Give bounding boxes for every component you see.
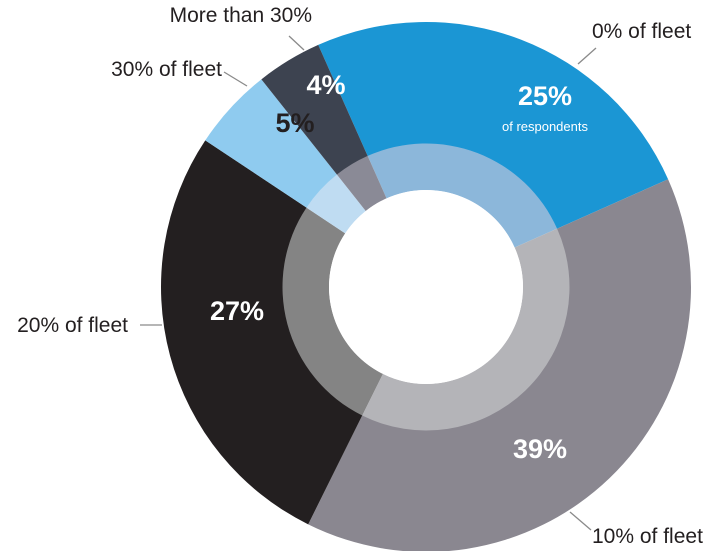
category-label-20pct-of-fleet: 20% of fleet [17,314,128,337]
inner-slice-more-than-30pct [336,155,387,211]
slice-30pct-of-fleet [205,79,338,208]
value-label-10pct-of-fleet: 39% [513,434,567,464]
value-label-0pct-of-fleet: 25% [518,81,572,111]
value-label-30pct-of-fleet: 5% [275,108,314,138]
slice-10pct-of-fleet [308,179,691,551]
leader-line-30pct-of-fleet [223,71,248,87]
inner-slice-30pct-of-fleet [306,174,366,234]
inner-ring [282,143,570,431]
category-label-more-than-30pct: More than 30% [170,4,312,27]
slice-0pct-of-fleet [318,22,669,229]
leader-lines [140,35,597,531]
inner-slice-10pct-of-fleet [362,228,570,431]
value-label-20pct-of-fleet: 27% [210,296,264,326]
donut-hole [329,190,523,384]
inner-slice-0pct-of-fleet [367,143,558,248]
value-label-more-than-30pct: 4% [306,70,345,100]
inner-slice-20pct-of-fleet [282,207,383,416]
category-label-0pct-of-fleet: 0% of fleet [592,20,691,43]
leader-line-more-than-30pct [288,35,305,51]
outer-ring [160,22,691,551]
labels: 25% 0% of fleet 39% 10% of fleet 27% 20% of f… [17,4,703,548]
leader-line-0pct-of-fleet [577,47,597,65]
slice-20pct-of-fleet [160,140,363,525]
slice-more-than-30pct [261,44,368,175]
leader-line-10pct-of-fleet [569,511,592,531]
value-sublabel: of respondents [502,119,589,134]
category-label-10pct-of-fleet: 10% of fleet [592,525,703,548]
category-label-30pct-of-fleet: 30% of fleet [111,58,222,81]
